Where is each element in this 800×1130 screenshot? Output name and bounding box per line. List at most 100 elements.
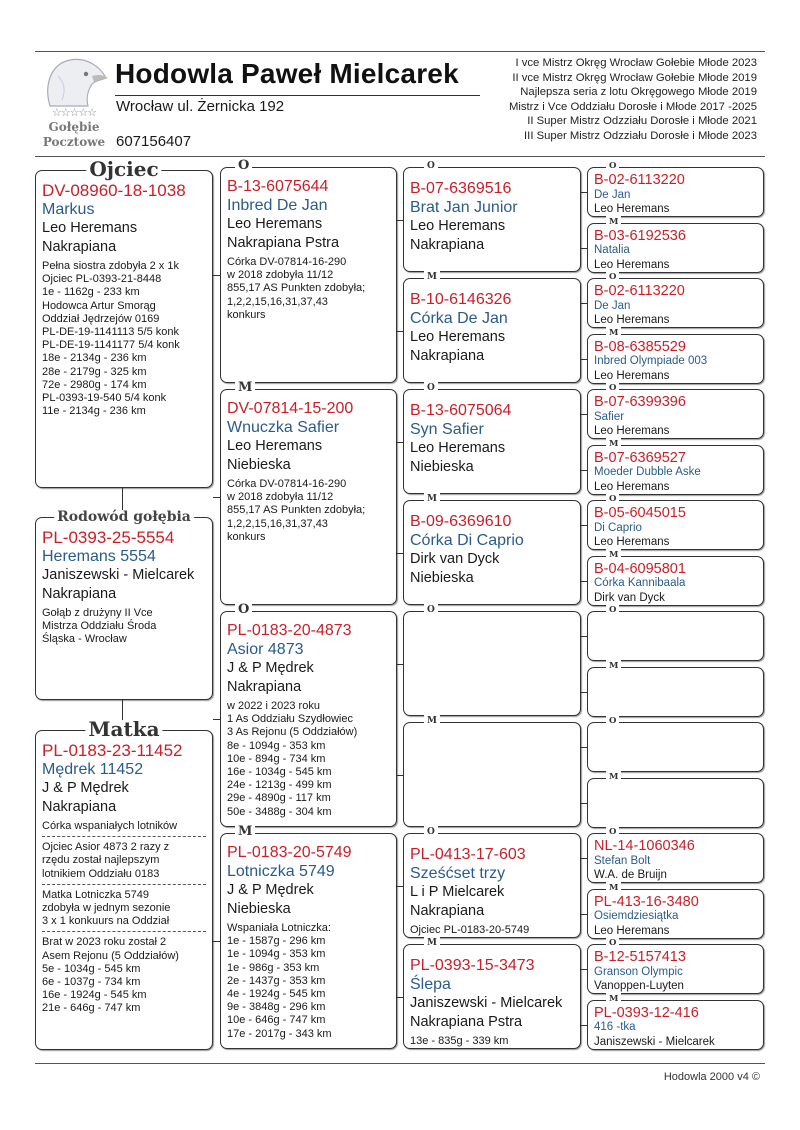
note-line: Ojciec Asior 4873 2 razy z: [42, 841, 170, 854]
breeder: Leo Heremans: [594, 369, 670, 382]
dam-box: M B-07-6369527 Moeder Dubble Aske Leo Herem…: [587, 437, 764, 495]
box-label: M: [606, 770, 622, 783]
feather-color: Nakrapiana Pstra: [410, 1013, 523, 1030]
top-rule: [35, 51, 765, 52]
connector-line: [580, 414, 587, 415]
box-label: O: [606, 160, 620, 172]
note-line: 24e - 1213g - 499 km: [227, 779, 332, 792]
feather-color: Niebieska: [227, 456, 291, 473]
connector-line: [396, 663, 403, 665]
sire-box: O B-05-6045015 Di Caprio Leo Heremans: [587, 493, 764, 550]
connector-line: [396, 441, 403, 443]
ring-number: PL-0393-12-416: [594, 1004, 699, 1021]
note-line: 16e - 1924g - 545 km: [42, 989, 147, 1002]
breeder: Janiszewski - Mielcarek: [42, 567, 195, 583]
feather-color: Nakrapiana: [227, 678, 302, 695]
note-line: 10e - 646g - 747 km: [227, 1014, 326, 1027]
connector-line: [580, 303, 587, 304]
ring-number: B-07-6399396: [594, 394, 686, 410]
note-line: Oddział Jędrzejów 0169: [42, 312, 160, 325]
ring-number: PL-0393-25-5554: [42, 528, 175, 547]
breeder: Dirk van Dyck: [410, 551, 500, 567]
note-line: 1e - 1162g - 233 km: [42, 286, 140, 299]
pigeon-name: De Jan: [594, 188, 631, 201]
note-line: 1e - 1094g - 353 km: [227, 948, 326, 961]
ring-number: B-12-5157413: [594, 949, 686, 965]
notes-block: Brat w 2023 roku został 2 Asem Rejonu (5 …: [42, 931, 206, 1015]
notes-block: Pełna siostra zdobyła 2 x 1k Ojciec PL-03…: [42, 260, 206, 418]
sire-box: O PL-0413-17-603 Sześćset trzy L i P Mielca…: [403, 825, 581, 938]
footer-text: Hodowla 2000 v4 ©: [663, 1071, 760, 1083]
box-label: O: [424, 159, 438, 173]
box-label: O: [235, 157, 253, 175]
dam-box: M B-10-6146326 Córka De Jan Leo Heremans Nak…: [403, 270, 581, 383]
ring-number: PL-0183-20-5749: [227, 844, 352, 861]
sire-box: Ojciec DV-08960-18-1038 Markus Leo Heremans…: [35, 159, 213, 488]
pigeon-name: Ślepa: [410, 976, 451, 993]
note-line: 1 As Oddziału Szydłowiec: [227, 713, 353, 726]
subject-box: Rodowód gołębia PL-0393-25-5554 Heremans 5…: [35, 508, 213, 700]
connector-line: [396, 552, 403, 554]
ring-number: B-05-6045015: [594, 505, 686, 521]
breeder: J & P Mędrek: [42, 780, 129, 796]
note-line: Córka wspaniałych lotników: [42, 820, 178, 832]
pigeon-name: Brat Jan Junior: [410, 199, 518, 216]
notes: Ojciec PL-0183-20-5749: [410, 924, 574, 937]
box-label: O: [606, 493, 620, 505]
pigeon-name: Córka De Jan: [410, 310, 508, 327]
note-line: 3 As Rejonu (5 Oddziałów): [227, 726, 358, 739]
achievement: Najlepsza seria z lotu Okręgowego Młode …: [520, 86, 757, 99]
note-line: Śląska - Wrocław: [42, 633, 127, 646]
dam-box: M B-04-6095801 Córka Kannibaala Dirk van Dy…: [587, 548, 764, 606]
box-label: O: [424, 381, 438, 395]
notes: w 2022 i 2023 roku 1 As Oddziału Szydłowi…: [227, 700, 390, 819]
notes-block: Córka wspaniałych lotników: [42, 820, 206, 833]
note-line: Ojciec PL-0183-20-5749: [410, 924, 530, 936]
feather-color: Nakrapiana: [42, 798, 117, 815]
pigeon-name: Wnuczka Safier: [227, 419, 340, 436]
box-label: M: [424, 270, 440, 284]
note-line: 18e - 2134g - 236 km: [42, 352, 147, 365]
note-line: 5e - 1034g - 545 km: [42, 962, 141, 975]
pigeon-name: Inbred De Jan: [227, 197, 328, 214]
pigeon-logo: ☆☆☆☆☆ Gołębie Pocztowe: [36, 56, 112, 154]
pigeon-name: 416 -tka: [594, 1021, 636, 1033]
note-line: 21e - 646g - 747 km: [42, 1002, 141, 1015]
box-label: M: [606, 992, 622, 1005]
note-line: 6e - 1037g - 734 km: [42, 976, 141, 989]
box-label: M: [235, 379, 256, 397]
box-label: O: [606, 271, 620, 283]
breeder: Leo Heremans: [410, 218, 506, 234]
box-label: O: [606, 715, 620, 727]
box-label: M: [606, 659, 622, 672]
ring-number: B-13-6075064: [410, 402, 512, 419]
notes-block: w 2022 i 2023 roku 1 As Oddziału Szydłowi…: [227, 700, 390, 819]
pigeon-name: Natalia: [594, 244, 630, 256]
pigeon-name: Córka Kannibaala: [594, 577, 686, 589]
breeder: Leo Heremans: [594, 536, 670, 548]
box-label: M: [606, 437, 622, 450]
note-line: 3 x 1 konkuurs na Oddział: [42, 915, 170, 928]
box-label: M: [424, 936, 440, 950]
pigeon-head-icon: [47, 58, 108, 107]
feather-color: Niebieska: [410, 569, 474, 586]
note-line: 11e - 2134g - 236 km: [42, 405, 146, 418]
notes-block: Wspaniała Lotniczka: 1e - 1587g - 296 km 1…: [227, 922, 390, 1041]
note-line: Wspaniała Lotniczka:: [227, 922, 331, 934]
feather-color: Nakrapiana: [410, 347, 485, 364]
note-line: Asem Rejonu (5 Oddziałów): [42, 949, 179, 962]
ring-number: B-13-6075644: [227, 178, 329, 195]
note-line: konkurs: [227, 308, 266, 321]
box-label: M: [606, 215, 622, 228]
connector-line: [213, 497, 220, 498]
pigeon-name: Asior 4873: [227, 641, 304, 658]
feather-color: Niebieska: [410, 458, 474, 475]
sire-box: O: [587, 604, 764, 661]
note-line: 9e - 3848g - 296 km: [227, 1001, 326, 1014]
note-line: Córka DV-07814-16-290: [227, 256, 347, 268]
sire-box: O B-07-6369516 Brat Jan Junior Leo Heremans…: [403, 159, 581, 272]
note-line: Matka Lotniczka 5749: [42, 888, 150, 901]
sire-box: O NL-14-1060346 Stefan Bolt W.A. de Bruijn: [587, 826, 764, 883]
dam-box: Matka PL-0183-23-11452 Mędrek 11452 J & P M…: [35, 719, 213, 1050]
achievement: II vce Mistrz Okręg Wrocław Gołebie Młod…: [512, 71, 757, 84]
